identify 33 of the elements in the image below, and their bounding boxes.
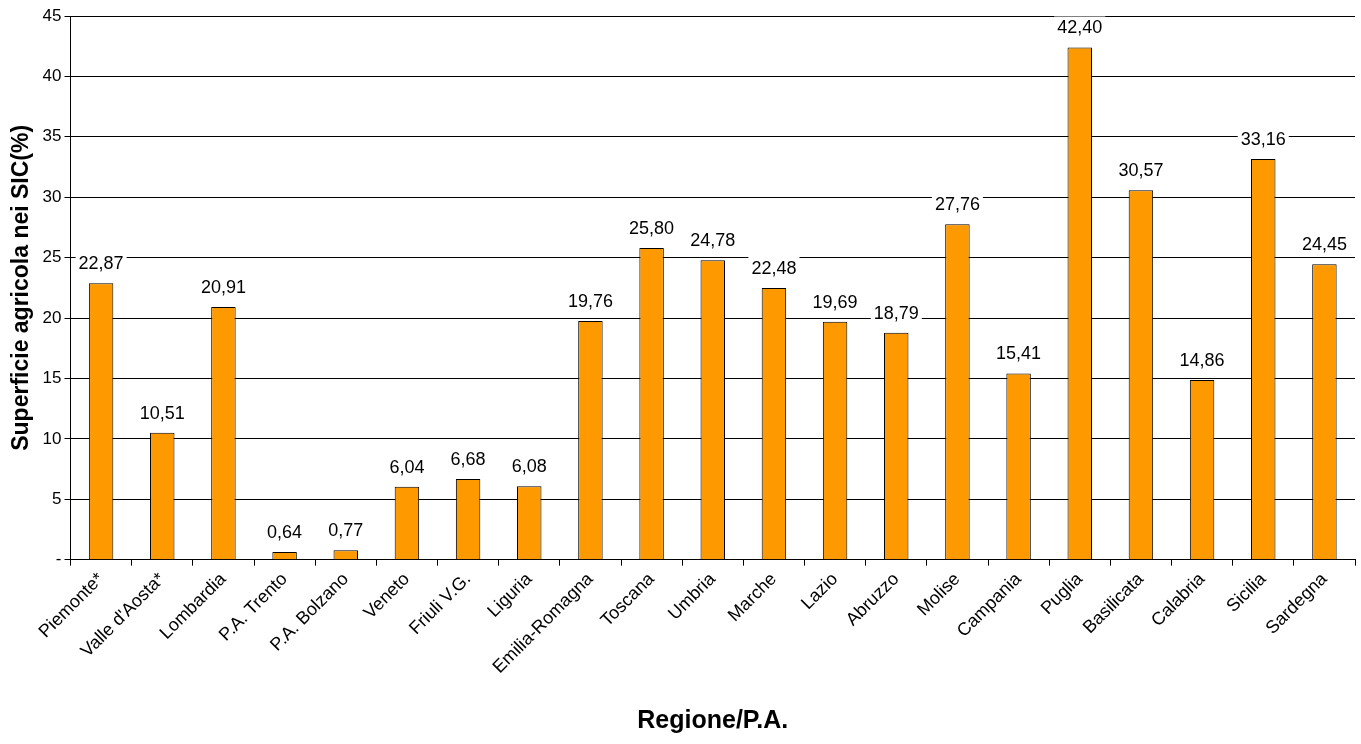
y-tick-label: 30 (42, 186, 62, 206)
y-tick-label: 40 (42, 66, 62, 86)
data-label: 20,91 (200, 277, 246, 297)
data-label: 6,68 (450, 448, 486, 469)
y-tick-label: 10 (42, 428, 62, 448)
data-label: 25,80 (629, 217, 675, 238)
y-tick-label: 35 (42, 126, 62, 146)
data-label: 24,45 (1301, 234, 1347, 255)
y-tick-label: - (55, 549, 62, 569)
data-label: 42,40 (1057, 17, 1103, 38)
y-tick-label: 25 (42, 247, 62, 267)
data-label: 0,64 (267, 521, 303, 542)
y-tick-label: 15 (42, 368, 62, 388)
data-label: 10,51 (139, 402, 185, 423)
data-label: 18,79 (873, 302, 919, 323)
x-axis-title: Regione/P.A. (637, 704, 789, 733)
data-label: 33,16 (1240, 129, 1286, 150)
data-label: 22,48 (751, 258, 797, 279)
y-tick-label: 20 (42, 307, 62, 327)
data-label: 0,77 (328, 520, 364, 541)
data-label: 19,76 (567, 290, 613, 311)
data-label: 6,04 (389, 456, 425, 477)
y-axis-title: Superficie agricola nei SIC(%) (7, 124, 34, 451)
data-label: 30,57 (1118, 160, 1164, 181)
y-tick-label: 45 (42, 5, 62, 25)
data-label: 27,76 (934, 194, 980, 215)
y-tick-label: 5 (52, 488, 62, 508)
data-label: 22,87 (78, 253, 124, 274)
data-label: 24,78 (690, 230, 736, 251)
data-label: 15,41 (996, 343, 1042, 364)
data-label: 19,69 (812, 291, 858, 312)
data-label: 14,86 (1179, 350, 1225, 371)
data-label: 6,08 (511, 456, 547, 477)
